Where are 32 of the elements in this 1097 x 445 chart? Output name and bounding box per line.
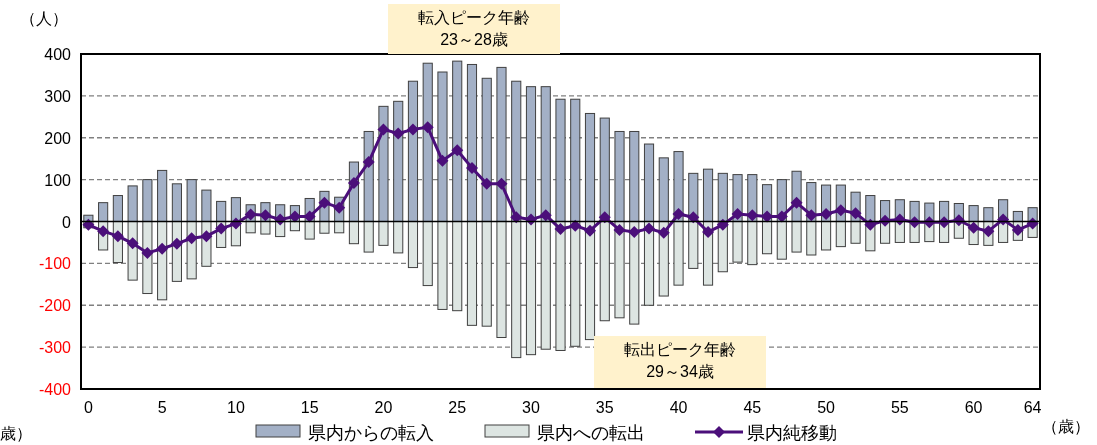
y-tick-label: 300 (44, 87, 72, 105)
x-tick-label: 45 (743, 399, 762, 416)
annotation: 歳） (0, 425, 32, 442)
x-axis-title: （歳） (1042, 418, 1090, 435)
y-tick-label: -200 (38, 297, 72, 315)
annotation: 転出ピーク年齢 29～34歳 (624, 341, 736, 380)
x-tick-label: 50 (817, 399, 836, 416)
annotation: 転出ピーク年齢 29～34歳 (594, 336, 766, 388)
x-tick-label: 40 (669, 399, 688, 416)
x-tick-label: 0 (83, 399, 93, 416)
y-tick-label: 400 (44, 46, 72, 63)
y-tick-label: 200 (44, 129, 72, 147)
x-tick-label: 30 (522, 399, 540, 416)
y-tick-label: 0 (62, 213, 72, 231)
legend-label: 県内純移動 (747, 423, 837, 443)
x-tick-label: 60 (964, 399, 983, 416)
x-tick-label: 35 (595, 399, 614, 416)
x-tick-label: 15 (300, 399, 319, 416)
y-tick-label: -100 (38, 255, 72, 273)
y-axis-title: （人） (20, 10, 68, 27)
x-tick-label: 25 (448, 399, 467, 416)
legend-label: 県内からの転入 (308, 423, 434, 443)
x-tick-label: 20 (374, 399, 393, 416)
x-tick-label: 5 (157, 399, 167, 416)
annotation: 転入ピーク年齢 23～28歳 (388, 4, 560, 54)
y-tick-label: -400 (38, 381, 72, 398)
y-tick-label: 100 (44, 171, 72, 189)
x-tick-label: 10 (227, 399, 245, 416)
x-tick-label: 55 (890, 399, 909, 416)
legend-label: 県内への転出 (537, 423, 645, 443)
y-tick-label: -300 (38, 339, 72, 357)
x-tick-label: 64 (1023, 399, 1042, 416)
